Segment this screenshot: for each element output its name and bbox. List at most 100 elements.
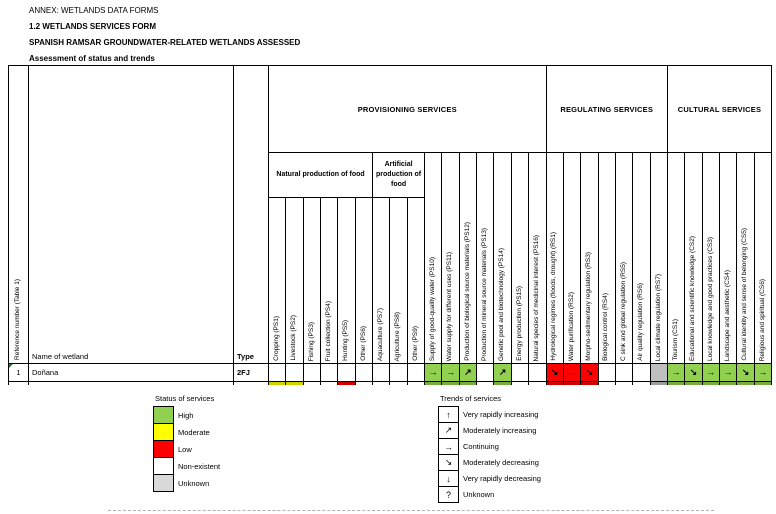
legend-label: Moderately increasing [463,426,537,435]
column-header-PS11: Water supply for different uses (PS11) [442,153,460,364]
column-header-label: Cropping (PS1) [272,316,280,361]
status-cell-PS9 [407,364,426,382]
annex-title: ANNEX: WETLANDS DATA FORMS [29,6,159,15]
type-column-header: Type [234,66,269,364]
trends-legend-title: Trends of services [440,394,501,403]
status-cell-RS5 [615,364,634,382]
status-cell-RS4 [598,364,616,382]
services-table: Reference number (Table 1) Name of wetla… [8,65,772,385]
column-header-label: Educational and scientific knowledge (CS… [689,235,697,361]
status-cell-PS11: → [442,364,460,382]
column-header-label: Air quality regulation (RS6) [637,283,645,361]
status-cell-PS3 [303,364,322,382]
cropped-next-row-cell [494,382,512,385]
column-header-RS3: Morpho-sedimentary regulation (RS3) [581,153,599,364]
trend-symbol-box: ↑ [438,406,459,423]
status-cell-PS15 [511,364,530,382]
assessment-scope-title: SPANISH RAMSAR GROUNDWATER-RELATED WETLA… [29,38,301,47]
trend-symbol-box: ↓ [438,470,459,487]
column-header-CS3: Local knowledge and good practices (CS3) [702,153,720,364]
column-header-label: Genetic pool and biotechnology (PS14) [498,247,506,361]
cropped-next-row-cell [529,382,547,385]
legend-label: Moderate [178,427,210,437]
status-legend-item: Moderate [153,423,220,441]
cropped-next-row-cell [459,382,478,385]
column-header-PS12: Production of biological source material… [459,153,478,364]
legend-label: Non-existent [178,461,221,471]
column-header-RS1: Hydrological regimes (floods, drought) (… [546,153,564,364]
column-header-label: Other (PS9) [411,326,419,361]
column-header-CS1: Tourism (CS1) [667,153,686,364]
name-of-wetland-column-header: Name of wetland [29,66,234,364]
column-header-PS13: Production of mineral source materials (… [477,153,495,364]
cropped-next-row-cell [719,382,738,385]
column-header-label: Morpho-sedimentary regulation (RS3) [585,252,593,361]
cropped-next-row-cell [511,382,530,385]
cell-corner-marker-icon [9,364,13,368]
column-header-label: Natural species of medicinal interest (P… [533,234,541,361]
service-subgroup-header: Artificial production of food [373,153,426,198]
column-header-label: Religious and spiritual (CS6) [758,278,766,361]
column-header-RS6: Air quality regulation (RS6) [633,153,651,364]
status-cell-PS13 [477,364,495,382]
column-header-label: C sink and global regulation (RS5) [619,262,627,361]
status-color-swatch [153,423,174,441]
status-color-swatch [153,406,174,424]
cropped-next-row-cell [667,382,686,385]
status-cell-CS1: → [667,364,686,382]
column-header-label: Other (PS6) [359,326,367,361]
column-header-label: Biological control (RS4) [602,293,610,361]
cropped-next-row-cell [338,382,356,385]
trends-legend: Trends of services ↑ Very rapidly increas… [438,394,541,503]
column-header-PS2: Livestock (PS2) [286,198,304,364]
status-cell-RS2: → [563,364,582,382]
column-header-CS6: Religious and spiritual (CS6) [754,153,772,364]
column-header-PS1: Cropping (PS1) [269,198,287,364]
column-header-RS7: Local climate regulation (RS7) [650,153,668,364]
column-header-PS5: Hunting (PS5) [338,198,356,364]
service-group-header: PROVISIONING SERVICES [269,66,547,153]
trend-symbol-box: ↗ [438,422,459,439]
column-header-CS5: Cultural identity and sense of belonging… [737,153,755,364]
legend-label: Low [178,444,192,454]
column-header-label: Supply of good-quality water (PS10) [429,256,437,361]
column-header-label: Local knowledge and good practices (CS3) [706,237,714,361]
column-header-label: Tourism (CS1) [671,319,679,361]
status-cell-CS2: ↘ [685,364,703,382]
column-header-RS4: Biological control (RS4) [598,153,616,364]
page-break-dashed-line [108,510,714,511]
status-color-swatch [153,440,174,458]
column-header-PS9: Other (PS9) [407,198,426,364]
legend-label: Very rapidly decreasing [463,474,541,483]
trend-symbol-box: ↘ [438,454,459,471]
status-cell-CS5: ↘ [737,364,755,382]
cropped-next-row-cell [286,382,304,385]
status-cell-PS4 [321,364,339,382]
status-legend-item: Low [153,440,220,458]
status-cell-PS5 [338,364,356,382]
status-legend-item: Non-existent [153,457,220,475]
cropped-next-row-cell [477,382,495,385]
trend-symbol-box: → [438,438,459,455]
status-cell-PS12: ↗ [459,364,478,382]
cropped-next-row-cell [581,382,599,385]
cropped-next-row-cell [598,382,616,385]
status-cell-PS1 [269,364,287,382]
column-header-RS5: C sink and global regulation (RS5) [615,153,634,364]
status-cell-PS2 [286,364,304,382]
column-header-CS2: Educational and scientific knowledge (CS… [685,153,703,364]
column-header-label: Fishing (PS3) [307,321,315,361]
status-cell-PS16 [529,364,547,382]
cropped-next-row-cell [442,382,460,385]
row-reference-number: 1 [9,364,29,382]
trend-legend-item: ↘ Moderately decreasing [438,454,541,471]
status-cell-RS3: ↘ [581,364,599,382]
form-title: 1.2 WETLANDS SERVICES FORM [29,22,156,31]
trend-legend-item: ? Unknown [438,486,541,503]
cropped-next-row-cell [407,382,426,385]
column-header-label: Cultural identity and sense of belonging… [741,228,749,361]
cropped-next-row-cell [355,382,374,385]
status-legend-title: Status of services [155,394,215,403]
status-cell-PS10: → [425,364,443,382]
